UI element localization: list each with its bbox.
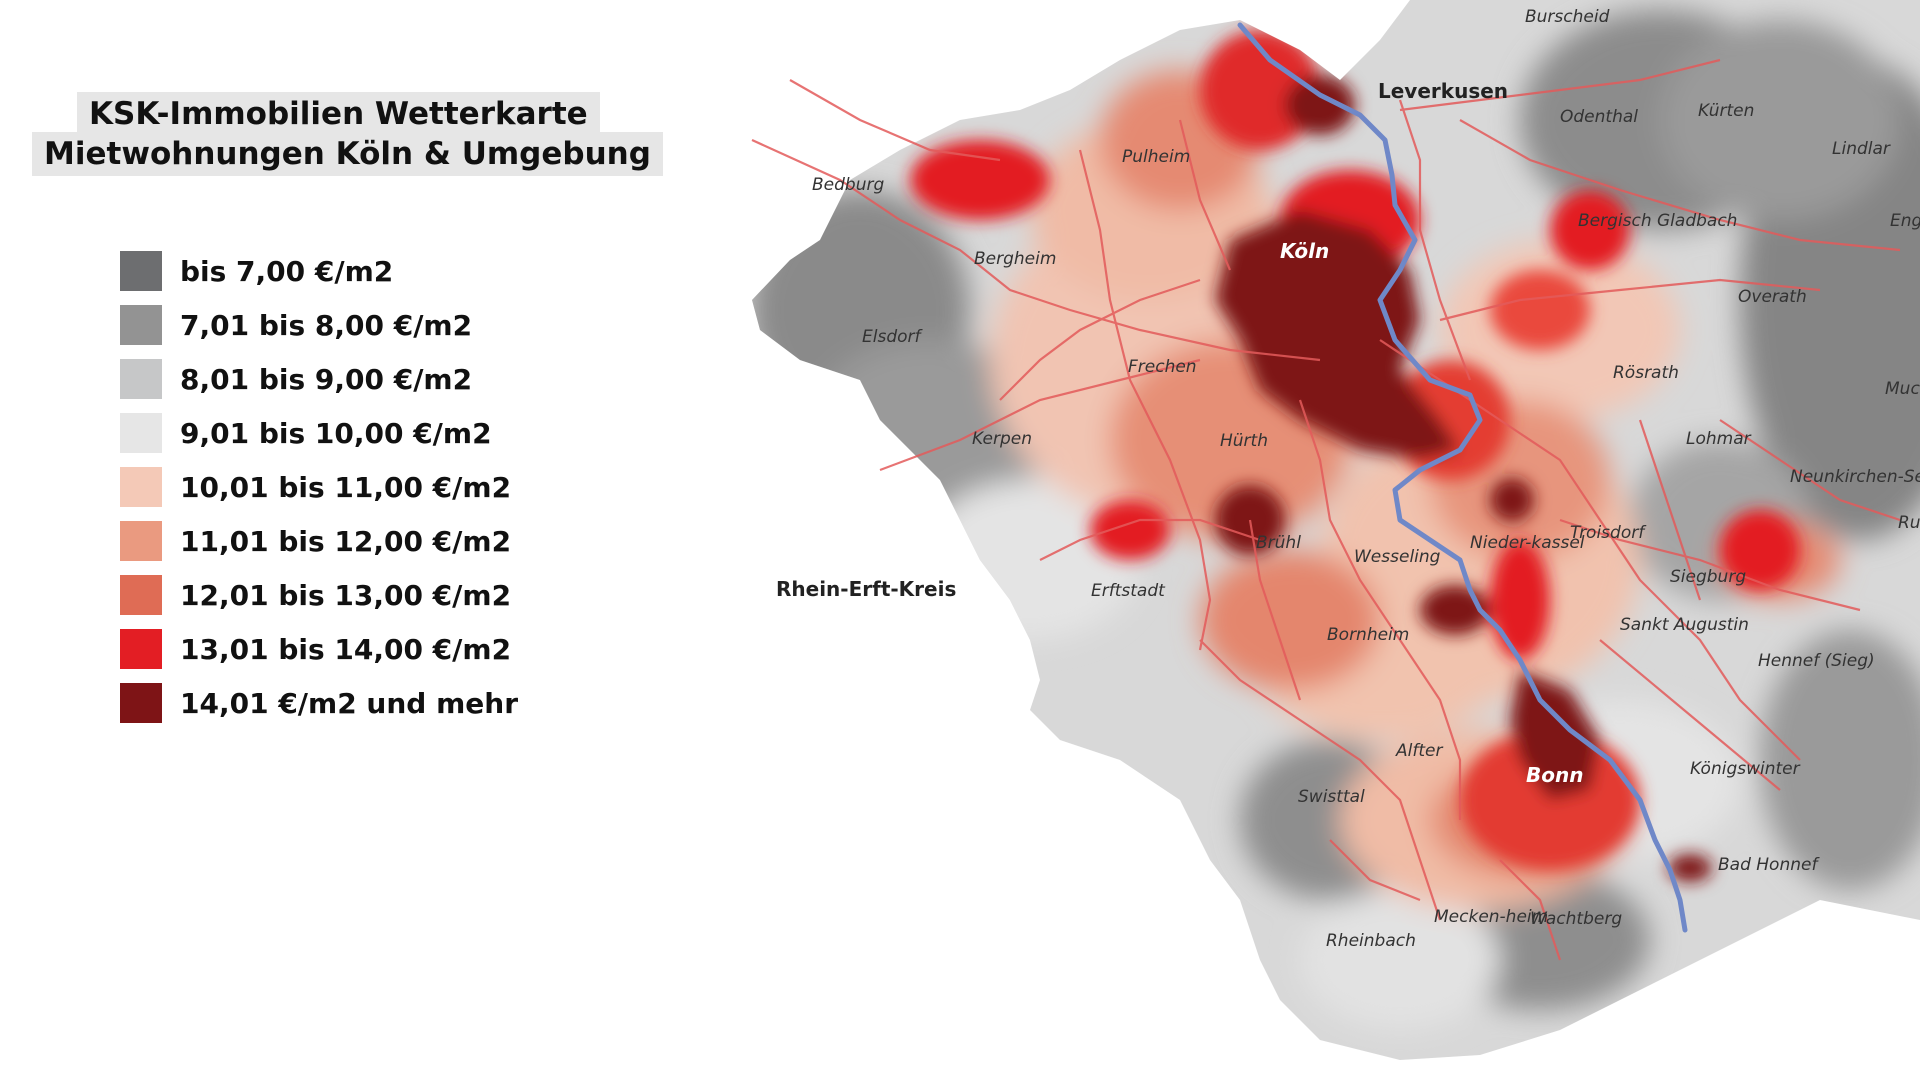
legend-label: 7,01 bis 8,00 €/m2 — [180, 308, 473, 342]
label-frechen: Frechen — [1128, 357, 1197, 377]
legend-item: 14,01 €/m2 und mehr — [120, 676, 518, 730]
legend-swatch — [120, 467, 162, 507]
map-title-line1: KSK-Immobilien Wetterkarte — [77, 92, 600, 136]
legend-swatch — [120, 359, 162, 399]
place-labels: Burscheid Leverkusen Odenthal Kürten Lin… — [776, 7, 1920, 951]
legend-swatch — [120, 521, 162, 561]
label-kuerten: Kürten — [1698, 101, 1754, 121]
label-huerth: Hürth — [1220, 431, 1268, 451]
legend-item: 12,01 bis 13,00 €/m2 — [120, 568, 518, 622]
map-title-line2: Mietwohnungen Köln & Umgebung — [32, 132, 663, 176]
legend-swatch — [120, 683, 162, 723]
label-koenigswinter: Königswinter — [1690, 759, 1801, 779]
legend-item: bis 7,00 €/m2 — [120, 244, 518, 298]
legend-swatch — [120, 251, 162, 291]
label-lohmar: Lohmar — [1686, 429, 1752, 449]
label-engelskirchen: Eng — [1890, 211, 1920, 231]
label-troisdorf: Troisdorf — [1570, 523, 1647, 543]
legend-swatch — [120, 413, 162, 453]
label-meckenheim: Mecken-heim — [1434, 907, 1548, 927]
label-neunkirchen: Neunkirchen-Seelscheid — [1790, 467, 1920, 487]
label-niederkassel: Nieder-kassel — [1470, 533, 1585, 553]
legend-label: 14,01 €/m2 und mehr — [180, 686, 518, 720]
label-kerpen: Kerpen — [972, 429, 1032, 449]
label-alfter: Alfter — [1395, 741, 1443, 761]
legend-swatch — [120, 305, 162, 345]
label-elsdorf: Elsdorf — [862, 327, 924, 347]
label-bergheim: Bergheim — [974, 249, 1056, 269]
legend-item: 13,01 bis 14,00 €/m2 — [120, 622, 518, 676]
legend-swatch — [120, 575, 162, 615]
label-leverkusen: Leverkusen — [1378, 79, 1508, 103]
legend-swatch — [120, 629, 162, 669]
legend-item: 8,01 bis 9,00 €/m2 — [120, 352, 518, 406]
label-much: Muc — [1885, 379, 1920, 399]
label-siegburg: Siegburg — [1670, 567, 1746, 587]
label-burscheid: Burscheid — [1525, 7, 1610, 27]
legend-item: 10,01 bis 11,00 €/m2 — [120, 460, 518, 514]
label-rhein-erft-kreis: Rhein-Erft-Kreis — [776, 577, 956, 601]
road-network — [751, 58, 1901, 961]
label-bedburg: Bedburg — [812, 175, 884, 195]
label-bonn: Bonn — [1526, 763, 1583, 787]
label-ruppichteroth: Ru — [1898, 513, 1920, 533]
legend-label: 10,01 bis 11,00 €/m2 — [180, 470, 512, 504]
label-wesseling: Wesseling — [1354, 547, 1441, 567]
label-bad-honnef: Bad Honnef — [1718, 855, 1820, 875]
legend-item: 9,01 bis 10,00 €/m2 — [120, 406, 518, 460]
label-pulheim: Pulheim — [1122, 147, 1190, 167]
rhine-river — [1237, 22, 1688, 933]
label-wachtberg: Wachtberg — [1530, 909, 1622, 929]
label-bergisch-gladbach-text: Bergisch Gladbach — [1578, 211, 1737, 231]
legend-label: 11,01 bis 12,00 €/m2 — [180, 524, 512, 558]
legend-label: 8,01 bis 9,00 €/m2 — [180, 362, 473, 396]
label-koeln: Köln — [1280, 239, 1329, 263]
label-erftstadt: Erftstadt — [1091, 581, 1166, 601]
label-overath: Overath — [1738, 287, 1807, 307]
legend-item: 7,01 bis 8,00 €/m2 — [120, 298, 518, 352]
label-rheinbach: Rheinbach — [1326, 931, 1416, 951]
legend-label: 12,01 bis 13,00 €/m2 — [180, 578, 512, 612]
label-swisttal: Swisttal — [1298, 787, 1365, 807]
price-legend: bis 7,00 €/m2 7,01 bis 8,00 €/m2 8,01 bi… — [120, 244, 518, 730]
label-sankt-augustin: Sankt Augustin — [1620, 615, 1749, 635]
legend-label: 13,01 bis 14,00 €/m2 — [180, 632, 512, 666]
label-bruehl: Brühl — [1256, 533, 1301, 553]
label-bornheim: Bornheim — [1327, 625, 1409, 645]
legend-label: 9,01 bis 10,00 €/m2 — [180, 416, 492, 450]
label-bergisch-gladbach: Bergisch Gladbach — [1578, 211, 1737, 231]
legend-item: 11,01 bis 12,00 €/m2 — [120, 514, 518, 568]
legend-label: bis 7,00 €/m2 — [180, 254, 394, 288]
label-lindlar: Lindlar — [1832, 139, 1891, 159]
label-hennef: Hennef (Sieg) — [1758, 651, 1875, 671]
label-roesrath: Rösrath — [1613, 363, 1679, 383]
label-odenthal: Odenthal — [1560, 107, 1638, 127]
